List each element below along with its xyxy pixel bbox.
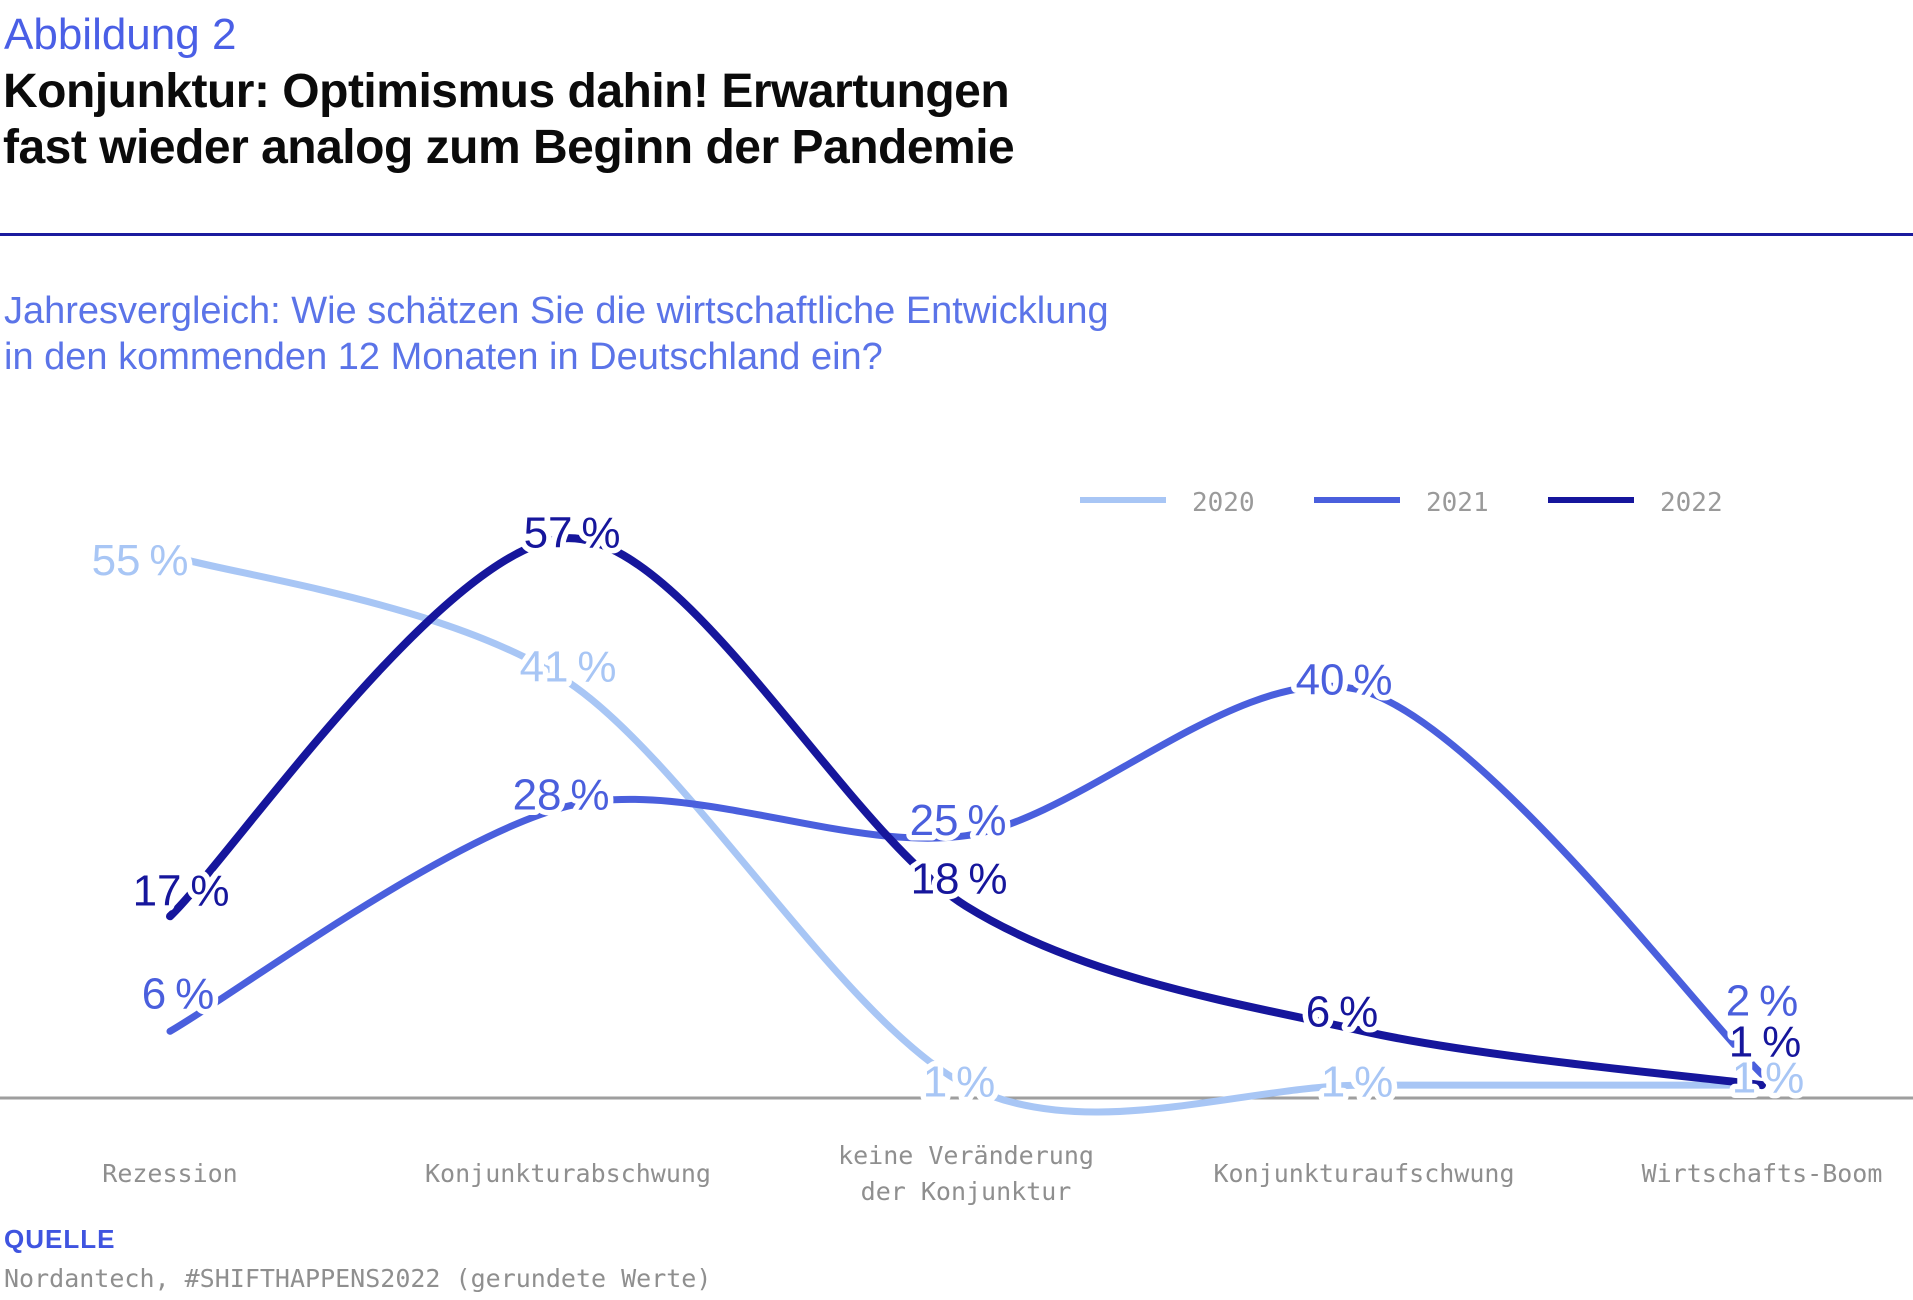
data-label-2020-0: 55 %: [92, 536, 189, 585]
legend-swatch-2022: [1548, 497, 1634, 503]
chart-title-line2: fast wieder analog zum Beginn der Pandem…: [3, 121, 1015, 174]
legend-label-2021: 2021: [1426, 488, 1489, 518]
data-label-2022-1: 57 %: [524, 508, 621, 557]
data-label-2021-0: 6 %: [142, 970, 214, 1019]
title-divider: [0, 233, 1913, 236]
data-label-2022-2: 18 %: [911, 855, 1008, 904]
figure-label: Abbildung 2: [4, 10, 237, 59]
legend-swatch-2021: [1314, 497, 1400, 503]
chart-title-line1: Konjunktur: Optimismus dahin! Erwartunge…: [3, 65, 1010, 118]
category-label-3: Konjunkturaufschwung: [1213, 1159, 1514, 1188]
category-label-0: Rezession: [102, 1159, 237, 1188]
category-label-2: keine Veränderung der Konjunktur: [838, 1141, 1094, 1206]
series-line-2021: [166, 682, 1766, 1078]
legend-item-2020: 2020: [1080, 488, 1255, 518]
legend-swatch-2020: [1080, 497, 1166, 503]
chart-question-line1: Jahresvergleich: Wie schätzen Sie die wi…: [4, 290, 1109, 332]
source-label: QUELLE: [4, 1224, 116, 1254]
data-label-2021-2: 25 %: [910, 796, 1007, 845]
category-label-4: Wirtschafts-Boom: [1642, 1159, 1883, 1188]
data-label-2020-4: 1 %: [1732, 1054, 1804, 1103]
chart-question-line2: in den kommenden 12 Monaten in Deutschla…: [4, 336, 883, 378]
category-label-1: Konjunkturabschwung: [425, 1159, 711, 1188]
chart-title: Konjunktur: Optimismus dahin! Erwartunge…: [3, 64, 1015, 176]
data-label-2020-3: 1 %: [1321, 1058, 1393, 1107]
series-line-2020: [166, 552, 1766, 1116]
legend-label-2020: 2020: [1192, 488, 1255, 518]
data-label-2022-4: 1 %: [1729, 1018, 1801, 1067]
data-label-2022-0: 17 %: [133, 867, 230, 916]
data-label-2020-2: 1 %: [923, 1058, 995, 1107]
data-label-2021-4: 2 %: [1726, 977, 1798, 1026]
legend-item-2022: 2022: [1548, 488, 1723, 518]
data-label-2020-1: 41 %: [520, 642, 617, 691]
data-label-2021-1: 28 %: [513, 770, 610, 819]
source-text: Nordantech, #SHIFTHAPPENS2022 (gerundete…: [4, 1264, 712, 1293]
legend-label-2022: 2022: [1660, 488, 1723, 518]
legend-item-2021: 2021: [1314, 488, 1489, 518]
series-line-2022: [166, 534, 1766, 1090]
data-label-2022-3: 6 %: [1306, 988, 1378, 1037]
chart-question: Jahresvergleich: Wie schätzen Sie die wi…: [4, 288, 1109, 380]
data-label-2021-3: 40 %: [1296, 656, 1393, 705]
